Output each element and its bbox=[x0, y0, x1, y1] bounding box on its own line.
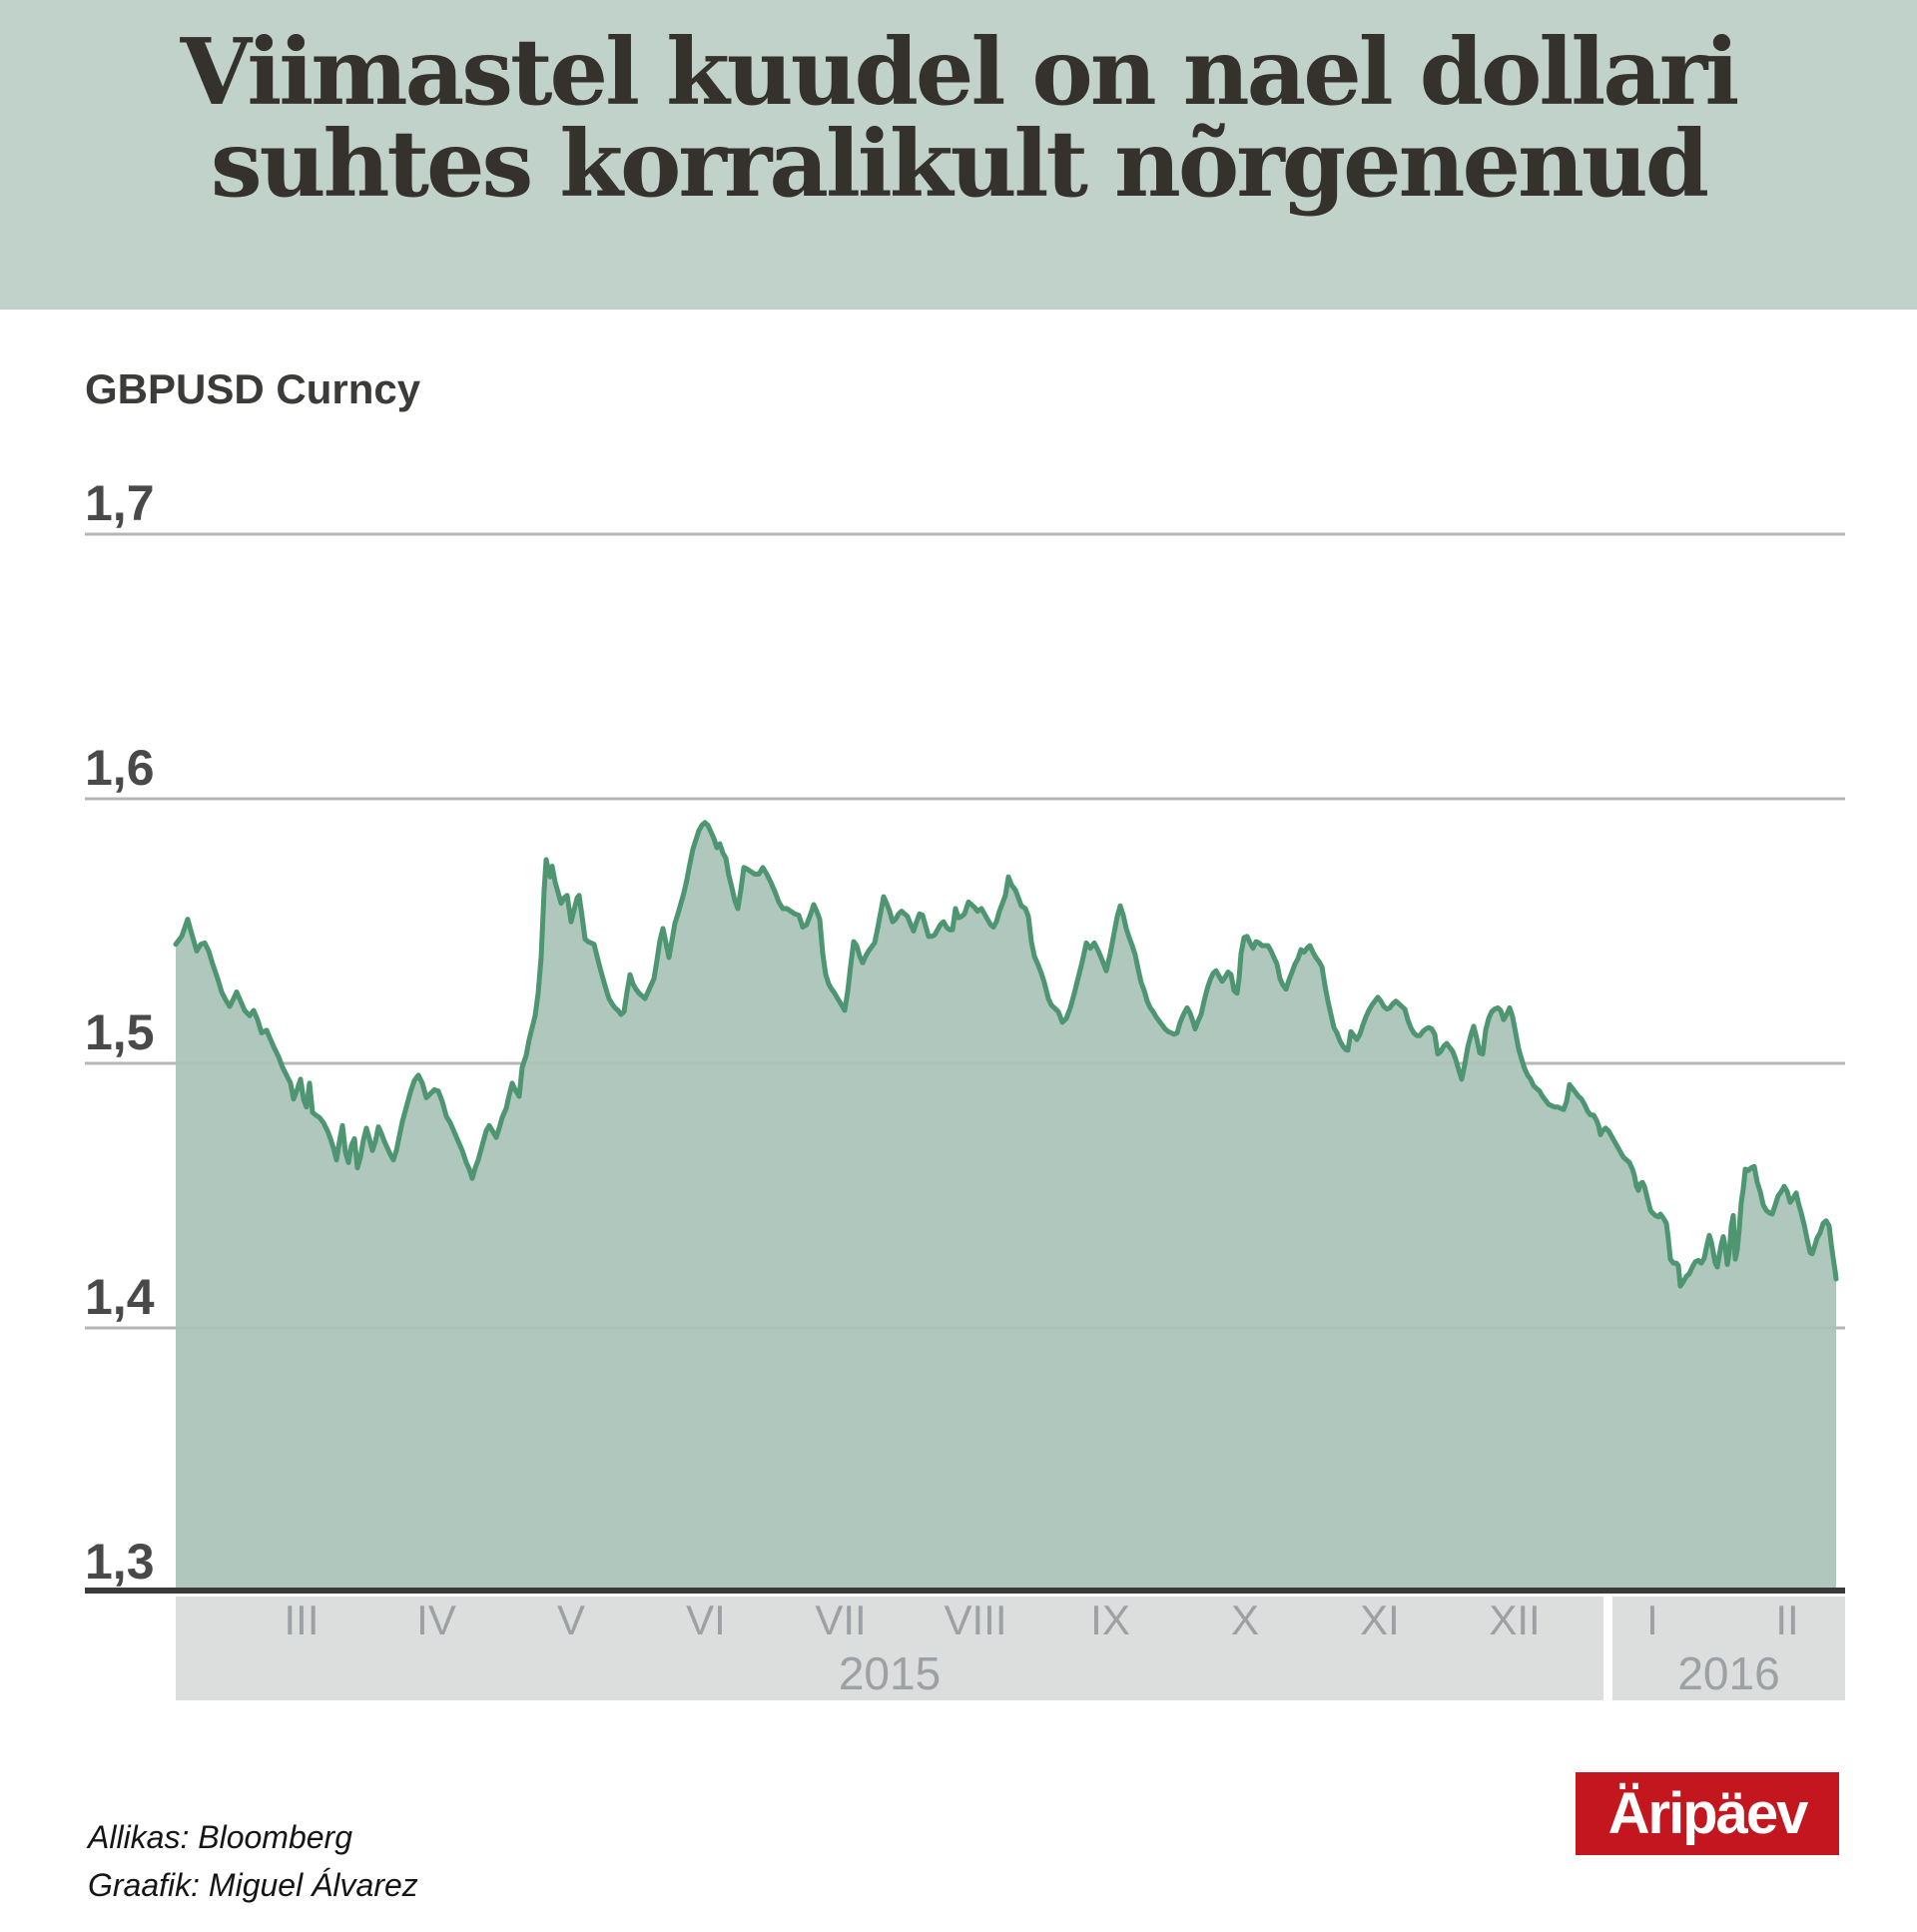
month-tick-label: XII bbox=[1489, 1597, 1540, 1643]
y-tick-label: 1,5 bbox=[85, 1004, 155, 1060]
month-tick-label: VII bbox=[815, 1597, 866, 1643]
y-tick-label: 1,6 bbox=[85, 740, 155, 796]
month-tick-label: II bbox=[1775, 1597, 1798, 1643]
year-band bbox=[1612, 1597, 1845, 1700]
source-value: Bloomberg bbox=[198, 1819, 352, 1855]
credit-value: Miguel Álvarez bbox=[208, 1867, 418, 1903]
month-tick-label: III bbox=[284, 1597, 319, 1643]
credit-label: Graafik: bbox=[88, 1867, 201, 1903]
title-line-1: Viimastel kuudel on nael dollari bbox=[180, 18, 1740, 126]
chart-series-label: GBPUSD Curncy bbox=[85, 365, 421, 412]
source-label: Allikas: bbox=[88, 1819, 190, 1855]
price-line bbox=[173, 820, 1839, 1289]
credit-line: Graafik: Miguel Álvarez bbox=[88, 1861, 418, 1909]
year-label: 2016 bbox=[1677, 1647, 1779, 1699]
page-title: Viimastel kuudel on nael dollari suhtes … bbox=[0, 26, 1917, 210]
month-tick-label: VIII bbox=[944, 1597, 1006, 1643]
y-tick-label: 1,3 bbox=[85, 1534, 155, 1590]
header: Viimastel kuudel on nael dollari suhtes … bbox=[0, 0, 1917, 310]
aripaev-logo: Äripäev bbox=[1576, 1772, 1839, 1855]
year-label: 2015 bbox=[839, 1647, 941, 1699]
aripaev-logo-text: Äripäev bbox=[1607, 1781, 1809, 1846]
month-tick-label: X bbox=[1231, 1597, 1259, 1643]
y-tick-label: 1,7 bbox=[85, 475, 155, 531]
month-tick-label: VI bbox=[686, 1597, 726, 1643]
title-line-2: suhtes korralikult nõrgenenud bbox=[210, 110, 1709, 218]
credits-block: Allikas: Bloomberg Graafik: Miguel Álvar… bbox=[88, 1813, 418, 1909]
source-line: Allikas: Bloomberg bbox=[88, 1813, 418, 1861]
month-tick-label: IV bbox=[416, 1597, 456, 1643]
year-band bbox=[176, 1597, 1603, 1700]
area-fill bbox=[176, 822, 1836, 1591]
month-tick-label: XI bbox=[1360, 1597, 1400, 1643]
y-tick-label: 1,4 bbox=[85, 1269, 155, 1325]
month-tick-label: I bbox=[1646, 1597, 1658, 1643]
month-tick-label: IX bbox=[1090, 1597, 1130, 1643]
month-tick-label: V bbox=[557, 1597, 585, 1643]
